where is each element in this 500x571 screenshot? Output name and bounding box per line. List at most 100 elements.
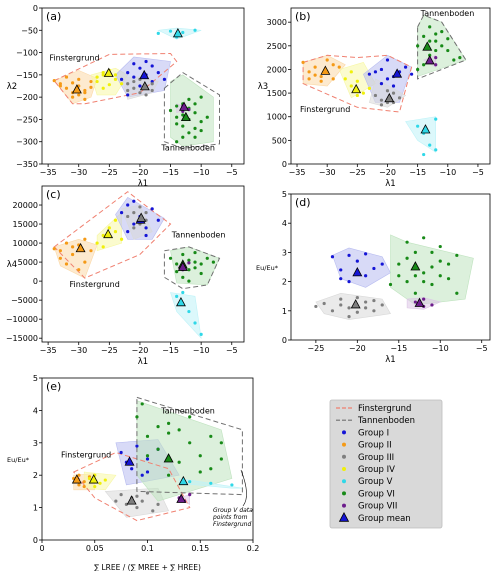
point-group-vi [422,271,426,275]
y-tick-label: 0 [33,4,38,13]
mean-marker-group-vii [424,55,435,65]
x-tick-label: 0.15 [191,544,209,553]
point-group-iii [119,493,123,497]
point-group-vi [428,39,432,43]
point-group-v [156,31,160,36]
point-group-iii [355,310,359,314]
y-tick-label: −250 [16,115,38,124]
legend-label-group-mean: Group mean [358,514,411,524]
point-group-iii [132,86,136,90]
point-group-i [156,218,160,222]
axes-frame [41,185,245,343]
point-group-ii [64,86,69,90]
point-group-i [144,226,148,230]
point-group-vi [446,37,450,41]
y-tick-label: −300 [16,138,38,147]
point-group-ii [77,483,81,487]
point-group-iii [126,82,130,86]
hull-group-ii [53,238,98,279]
point-group-ii [52,247,56,251]
x-tick-label: −15 [162,346,179,355]
point-group-i [162,77,167,81]
point-group-iv [113,218,118,222]
point-group-ii [331,77,335,81]
plot-area [301,14,467,157]
x-tick-label: −30 [70,346,87,355]
point-group-iii [126,88,130,93]
point-group-vi [422,34,426,38]
point-group-vi [455,253,459,257]
point-group-ii [52,79,56,83]
hull-group-v [405,116,437,153]
point-group-vi [167,421,171,425]
point-group-i [339,268,343,272]
y-tick-label: −100 [16,49,38,58]
point-group-vi [199,128,203,133]
x-tick-label: −10 [439,168,456,177]
x-axis-label: ∑ LREE / (∑ MREE + ∑ HREE) [94,563,201,571]
point-group-iv [98,481,102,485]
point-group-v [181,290,185,295]
y-tick-label: −10000 [6,315,38,324]
point-group-iv [343,77,347,81]
point-group-iv [103,478,107,482]
point-group-vi [181,275,185,279]
point-group-vi [181,124,185,128]
point-group-ii [71,252,75,257]
y-tick-label: 1000 [267,113,287,122]
y-tick-label: 1 [282,307,287,316]
point-group-i [372,266,376,271]
point-group-v [422,152,426,157]
point-group-vi [167,431,171,435]
point-group-iv [355,93,359,98]
point-group-i [145,470,150,474]
point-group-ii [64,241,69,245]
point-group-vii [188,493,192,497]
panel-d: −25 −20 −15 −10 −5 0 1 2 3 4 5 (d) λ1 Eu/Eu* [256,190,491,365]
point-group-vi [156,425,160,429]
point-group-vi [181,252,185,257]
point-group-vi [416,67,420,72]
mean-marker-group-v [172,28,183,38]
plot-area [52,191,221,340]
mean-marker-group-vi [422,41,433,51]
point-group-vi [209,467,213,471]
point-group-vi [446,262,451,266]
point-group-i [132,222,136,226]
mean-marker-group-iv [351,83,362,94]
point-group-vi [198,454,202,458]
envelope-tannenboden [163,71,220,149]
point-group-i [126,203,130,207]
point-group-vi [175,262,179,266]
region-label: Finstergrund [61,450,111,459]
mean-marker-group-iv [88,474,99,484]
point-group-iii [144,93,148,97]
axes-frame [290,193,491,341]
point-group-iii [126,214,130,219]
point-group-vi [175,270,179,274]
point-group-vi [438,274,442,278]
envelope-tannenboden [136,396,243,496]
point-group-iii [132,211,136,215]
annotation-arrow [240,469,247,507]
point-group-ii [83,260,87,264]
x-tick-label: −10 [432,344,449,353]
point-group-vi [416,44,420,48]
y-axis-label: Eu/Eu* [256,264,279,272]
panel-a: −35 −30 −25 −20 −15 −10 −5 −350 −300 −250 −200 −150… [7,4,245,189]
y-tick-label: 5 [282,190,287,199]
x-tick-label: −25 [101,168,118,177]
point-group-vi [219,441,223,445]
point-group-i [339,277,343,281]
point-group-iii [140,499,144,503]
x-tick-label: −20 [379,168,396,177]
mean-marker-group-v [420,124,431,134]
annotation-group-v: Group V data points from Finstergrund [212,469,253,528]
x-tick-label: −15 [162,168,179,177]
hull-group-v [178,478,243,489]
point-group-vi [440,44,444,48]
point-group-iii [347,306,351,310]
mean-marker-group-vii [179,101,189,111]
y-tick-label: 5 [33,374,38,383]
